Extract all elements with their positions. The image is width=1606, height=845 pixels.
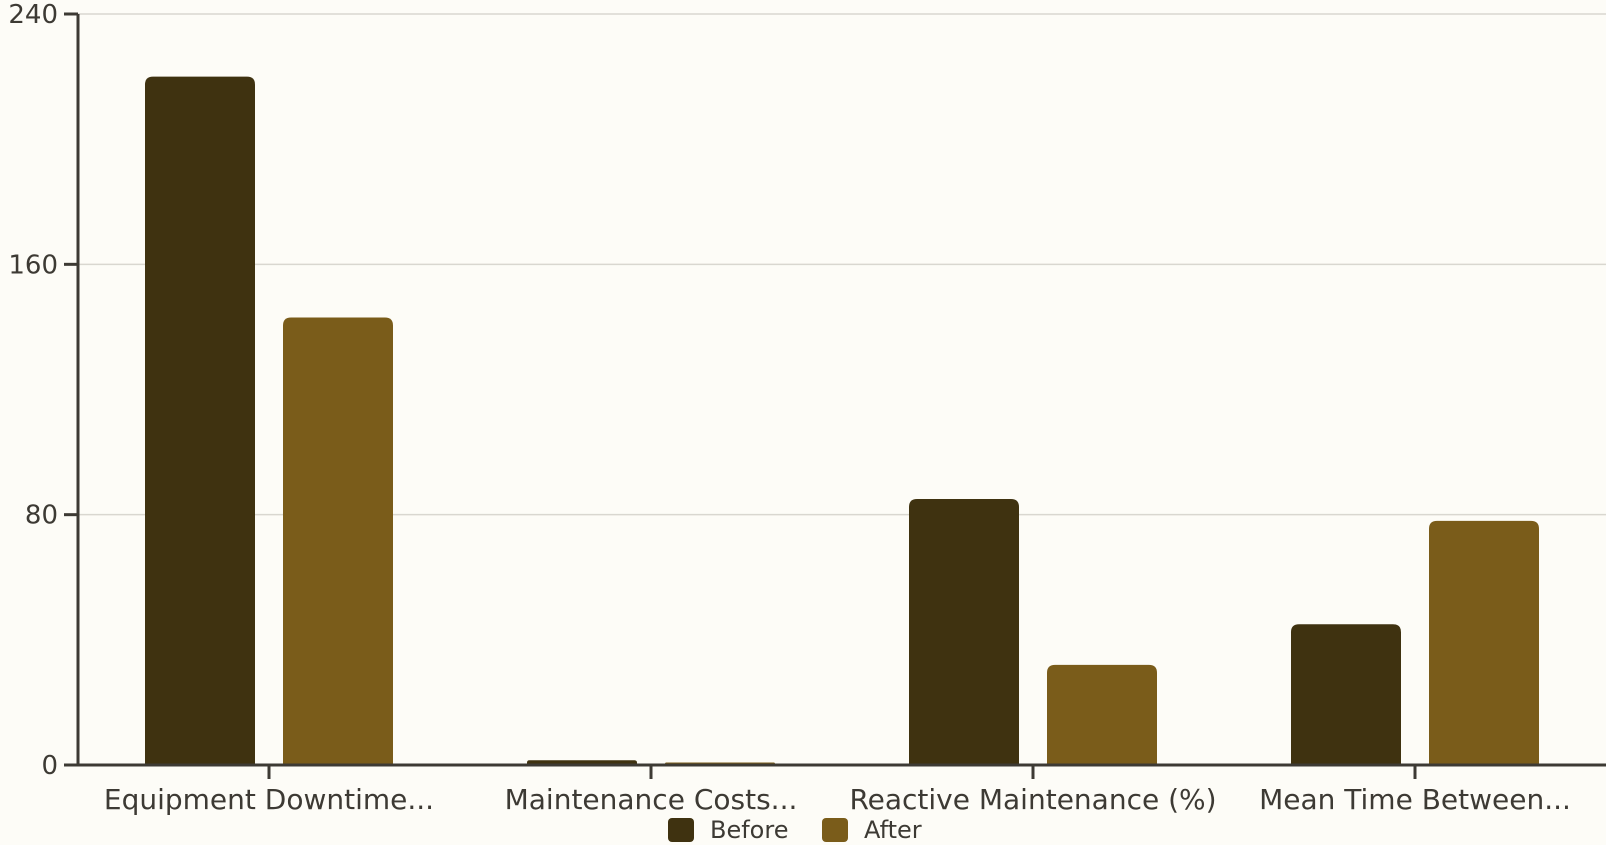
axes <box>64 12 1606 779</box>
y-tick-label: 160 <box>8 250 58 280</box>
y-tick-label: 80 <box>25 501 58 531</box>
y-tick-label: 0 <box>41 751 58 781</box>
legend-swatch-before <box>668 818 694 842</box>
bar-before-2 <box>909 499 1019 765</box>
x-category-label: Mean Time Between... <box>1259 783 1571 816</box>
x-category-label: Equipment Downtime... <box>104 783 434 816</box>
bar-after-2 <box>1047 664 1157 765</box>
x-category-label: Reactive Maintenance (%) <box>849 783 1216 816</box>
legend-label-after: After <box>864 816 922 844</box>
bar-before-3 <box>1291 624 1401 765</box>
bar-after-3 <box>1429 520 1539 765</box>
bar-before-0 <box>145 76 255 766</box>
legend-label-before: Before <box>710 816 788 844</box>
y-tick-label: 240 <box>8 0 58 30</box>
legend-swatch-after <box>822 818 848 842</box>
bars <box>145 76 1539 766</box>
x-category-labels: Equipment Downtime... Maintenance Costs..… <box>104 783 1571 816</box>
y-tick-labels: 0 80 160 240 <box>8 0 58 781</box>
bar-after-0 <box>283 317 393 765</box>
x-category-label: Maintenance Costs... <box>505 783 798 816</box>
legend: Before After <box>668 816 922 844</box>
